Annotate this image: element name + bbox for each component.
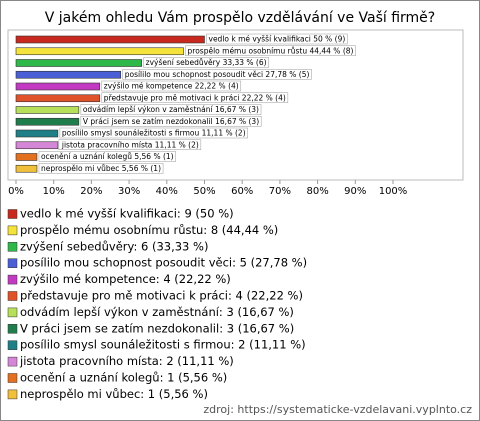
- legend-label: zvýšení sebedůvěry: 6 (33,33 %): [20, 239, 208, 253]
- data-label-box: [38, 163, 164, 174]
- x-tick-label: 100%: [379, 186, 408, 197]
- data-label: zvýšení sebedůvěry 33,33 % (6): [146, 58, 267, 67]
- legend-label: vedlo k mé vyšší kvalifikaci: 9 (50 %): [20, 207, 234, 221]
- legend-swatch: [7, 324, 18, 334]
- data-label: posílilo smysl sounáležitosti s firmou 1…: [62, 129, 246, 138]
- legend-label: neprospělo mi vůbec: 1 (5,56 %): [20, 387, 208, 401]
- data-label-box: [80, 104, 262, 115]
- bar: [15, 70, 122, 79]
- legend-swatch: [7, 389, 18, 400]
- bar: [15, 106, 80, 114]
- legend-label: ocenění a uznání kolegů: 1 (5,56 %): [20, 371, 227, 385]
- legend-label: zvýšilo mé kompetence: 4 (22,22 %): [20, 272, 231, 286]
- data-label-box: [59, 127, 248, 139]
- legend-label: jistota pracovního místa: 2 (11,11 %): [19, 354, 234, 368]
- legend-label: odvádím lepší výkon v zaměstnání: 3 (16,…: [20, 305, 294, 319]
- x-tick-label: 60%: [231, 186, 253, 197]
- bar: [15, 141, 59, 150]
- plot-area: [7, 29, 464, 181]
- legend-swatch: [7, 274, 18, 285]
- x-tick-label: 10%: [43, 186, 65, 197]
- legend-label: posílilo smysl sounáležitosti s firmou: …: [20, 338, 306, 352]
- data-label: jistota pracovního místa 11,11 % (2): [61, 140, 199, 149]
- legend-swatch: [7, 209, 18, 219]
- data-label-box: [185, 45, 356, 56]
- x-tick-label: 40%: [156, 186, 178, 197]
- legend-swatch: [7, 291, 18, 301]
- x-tick-label: 80%: [306, 186, 328, 197]
- data-label: zvýšilo mé kompetence 22,22 % (4): [104, 82, 239, 91]
- data-label: prospělo mému osobnímu růstu 44,44 % (8): [188, 46, 354, 55]
- data-label: posílilo mou schopnost posoudit věci 27,…: [125, 70, 310, 79]
- data-label-box: [80, 116, 262, 127]
- data-label: ocenění a uznání kolegů 5,56 % (1): [41, 152, 174, 161]
- x-tick-label: 70%: [269, 186, 291, 197]
- bar: [15, 117, 80, 126]
- data-label: vedlo k mé vyšší kvalifikaci 50 % (9): [209, 35, 346, 44]
- x-tick-label: 0%: [8, 186, 24, 197]
- legend-swatch: [7, 340, 18, 350]
- data-label: představuje pro mě motivaci k práci 22,2…: [104, 93, 286, 102]
- data-label-box: [122, 69, 312, 80]
- legend-swatch: [7, 242, 18, 252]
- legend-label: představuje pro mě motivaci k práci: 4 (…: [20, 289, 303, 303]
- legend-swatch: [7, 225, 18, 236]
- bar: [15, 94, 101, 103]
- bar: [15, 82, 101, 91]
- legend-swatch: [7, 373, 18, 383]
- legend-swatch: [7, 356, 18, 367]
- bar: [15, 47, 184, 56]
- chart-title: V jakém ohledu Vám prospělo vzdělávání v…: [45, 10, 435, 26]
- legend-swatch: [7, 258, 18, 268]
- legend-swatch: [7, 307, 18, 318]
- data-label: odvádím lepší výkon v zaměstnání 16,67 %…: [83, 105, 259, 114]
- x-tick-label: 50%: [193, 186, 215, 197]
- legend-label: prospělo mému osobnímu růstu: 8 (44,44 %…: [20, 223, 278, 237]
- x-tick-label: 20%: [80, 186, 102, 197]
- bar: [15, 164, 38, 173]
- bar: [15, 35, 205, 44]
- data-label: V práci jsem se zatím nezdokonalil 16,67…: [83, 117, 259, 126]
- legend-label: posílilo mou schopnost posoudit věci: 5 …: [20, 256, 307, 270]
- legend-label: V práci jsem se zatím nezdokonalil: 3 (1…: [20, 321, 294, 335]
- data-label: neprospělo mi vůbec 5,56 % (1): [41, 164, 161, 173]
- data-label-box: [58, 139, 202, 150]
- data-label-box: [101, 92, 289, 103]
- data-label-box: [206, 33, 348, 45]
- bar: [15, 59, 142, 67]
- source: zdroj: https://systematicke-vzdelavani.v…: [203, 403, 472, 416]
- data-label-box: [101, 80, 242, 92]
- x-tick-label: 90%: [344, 186, 366, 197]
- data-label-box: [143, 57, 269, 68]
- x-tick-label: 30%: [118, 186, 140, 197]
- bar: [15, 129, 59, 138]
- data-label-box: [38, 151, 176, 162]
- bar: [15, 153, 38, 161]
